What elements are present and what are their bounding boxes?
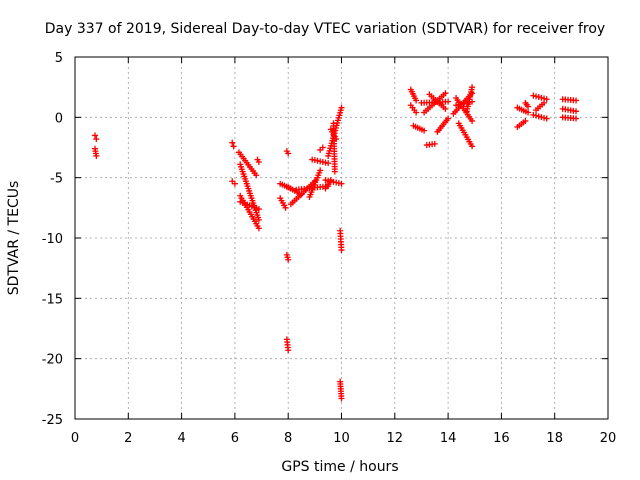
data-point	[469, 143, 476, 150]
data-point	[543, 96, 550, 103]
data-point	[445, 115, 452, 122]
y-tick-label: -20	[42, 353, 63, 368]
data-point	[413, 97, 420, 104]
data-point	[541, 99, 548, 106]
data-point	[338, 247, 345, 254]
data-point	[317, 167, 324, 174]
x-tick-label: 12	[387, 431, 404, 446]
data-point	[421, 127, 428, 134]
data-point	[538, 114, 545, 121]
y-axis-label: SDTVAR / TECUs	[6, 181, 22, 296]
data-point	[533, 112, 540, 119]
y-tick-label: 0	[55, 111, 63, 126]
data-point	[319, 144, 326, 151]
data-point	[255, 225, 262, 232]
data-point	[431, 140, 438, 147]
data-point	[469, 117, 476, 124]
data-point	[538, 94, 545, 101]
x-tick-label: 8	[284, 431, 292, 446]
data-point	[255, 158, 262, 165]
y-tick-label: -15	[42, 292, 63, 307]
chart-title: Day 337 of 2019, Sidereal Day-to-day VTE…	[45, 21, 605, 37]
y-tick-label: -25	[42, 413, 63, 428]
data-point	[285, 256, 292, 263]
data-point	[253, 172, 260, 179]
data-point	[469, 84, 476, 91]
data-points	[91, 84, 580, 402]
data-point	[325, 160, 332, 167]
data-point	[255, 206, 262, 213]
x-tick-label: 2	[124, 431, 132, 446]
data-point	[541, 114, 548, 121]
data-point	[535, 113, 542, 120]
x-tick-label: 14	[440, 431, 457, 446]
data-point	[525, 103, 532, 110]
axis-ticks	[74, 56, 609, 420]
tick-labels: 0 2 4 6 8 10 12 14 16 18 20 5 0 -5 -10 -15 -20 -25	[42, 51, 617, 446]
data-point	[413, 109, 420, 116]
data-point	[573, 115, 580, 122]
x-tick-label: 10	[333, 431, 350, 446]
data-point	[442, 90, 449, 97]
data-point	[338, 104, 345, 111]
x-tick-label: 6	[231, 431, 239, 446]
x-tick-label: 16	[493, 431, 510, 446]
data-point	[255, 216, 262, 223]
data-point	[535, 94, 542, 101]
data-point	[522, 117, 529, 124]
data-point	[442, 105, 449, 112]
data-point	[93, 152, 100, 159]
data-point	[229, 139, 236, 146]
data-point	[230, 143, 237, 150]
x-tick-label: 20	[600, 431, 617, 446]
data-point	[445, 98, 452, 105]
data-point	[530, 111, 537, 118]
data-point	[327, 177, 334, 184]
data-point	[338, 180, 345, 187]
x-tick-label: 18	[546, 431, 563, 446]
data-point	[338, 395, 345, 402]
data-point	[533, 93, 540, 100]
y-tick-label: -5	[50, 172, 63, 187]
x-tick-label: 4	[177, 431, 185, 446]
data-point	[530, 92, 537, 99]
data-point	[282, 204, 289, 211]
data-point	[331, 168, 338, 175]
data-point	[573, 108, 580, 115]
data-point	[525, 109, 532, 116]
data-point	[231, 180, 238, 187]
data-point	[285, 347, 292, 354]
y-tick-label: -10	[42, 232, 63, 247]
data-point	[543, 115, 550, 122]
data-point	[285, 150, 292, 157]
data-point	[93, 136, 100, 143]
x-tick-label: 0	[71, 431, 79, 446]
x-axis-label: GPS time / hours	[281, 459, 398, 475]
data-point	[573, 97, 580, 104]
data-point	[91, 132, 98, 139]
y-tick-label: 5	[55, 51, 63, 66]
